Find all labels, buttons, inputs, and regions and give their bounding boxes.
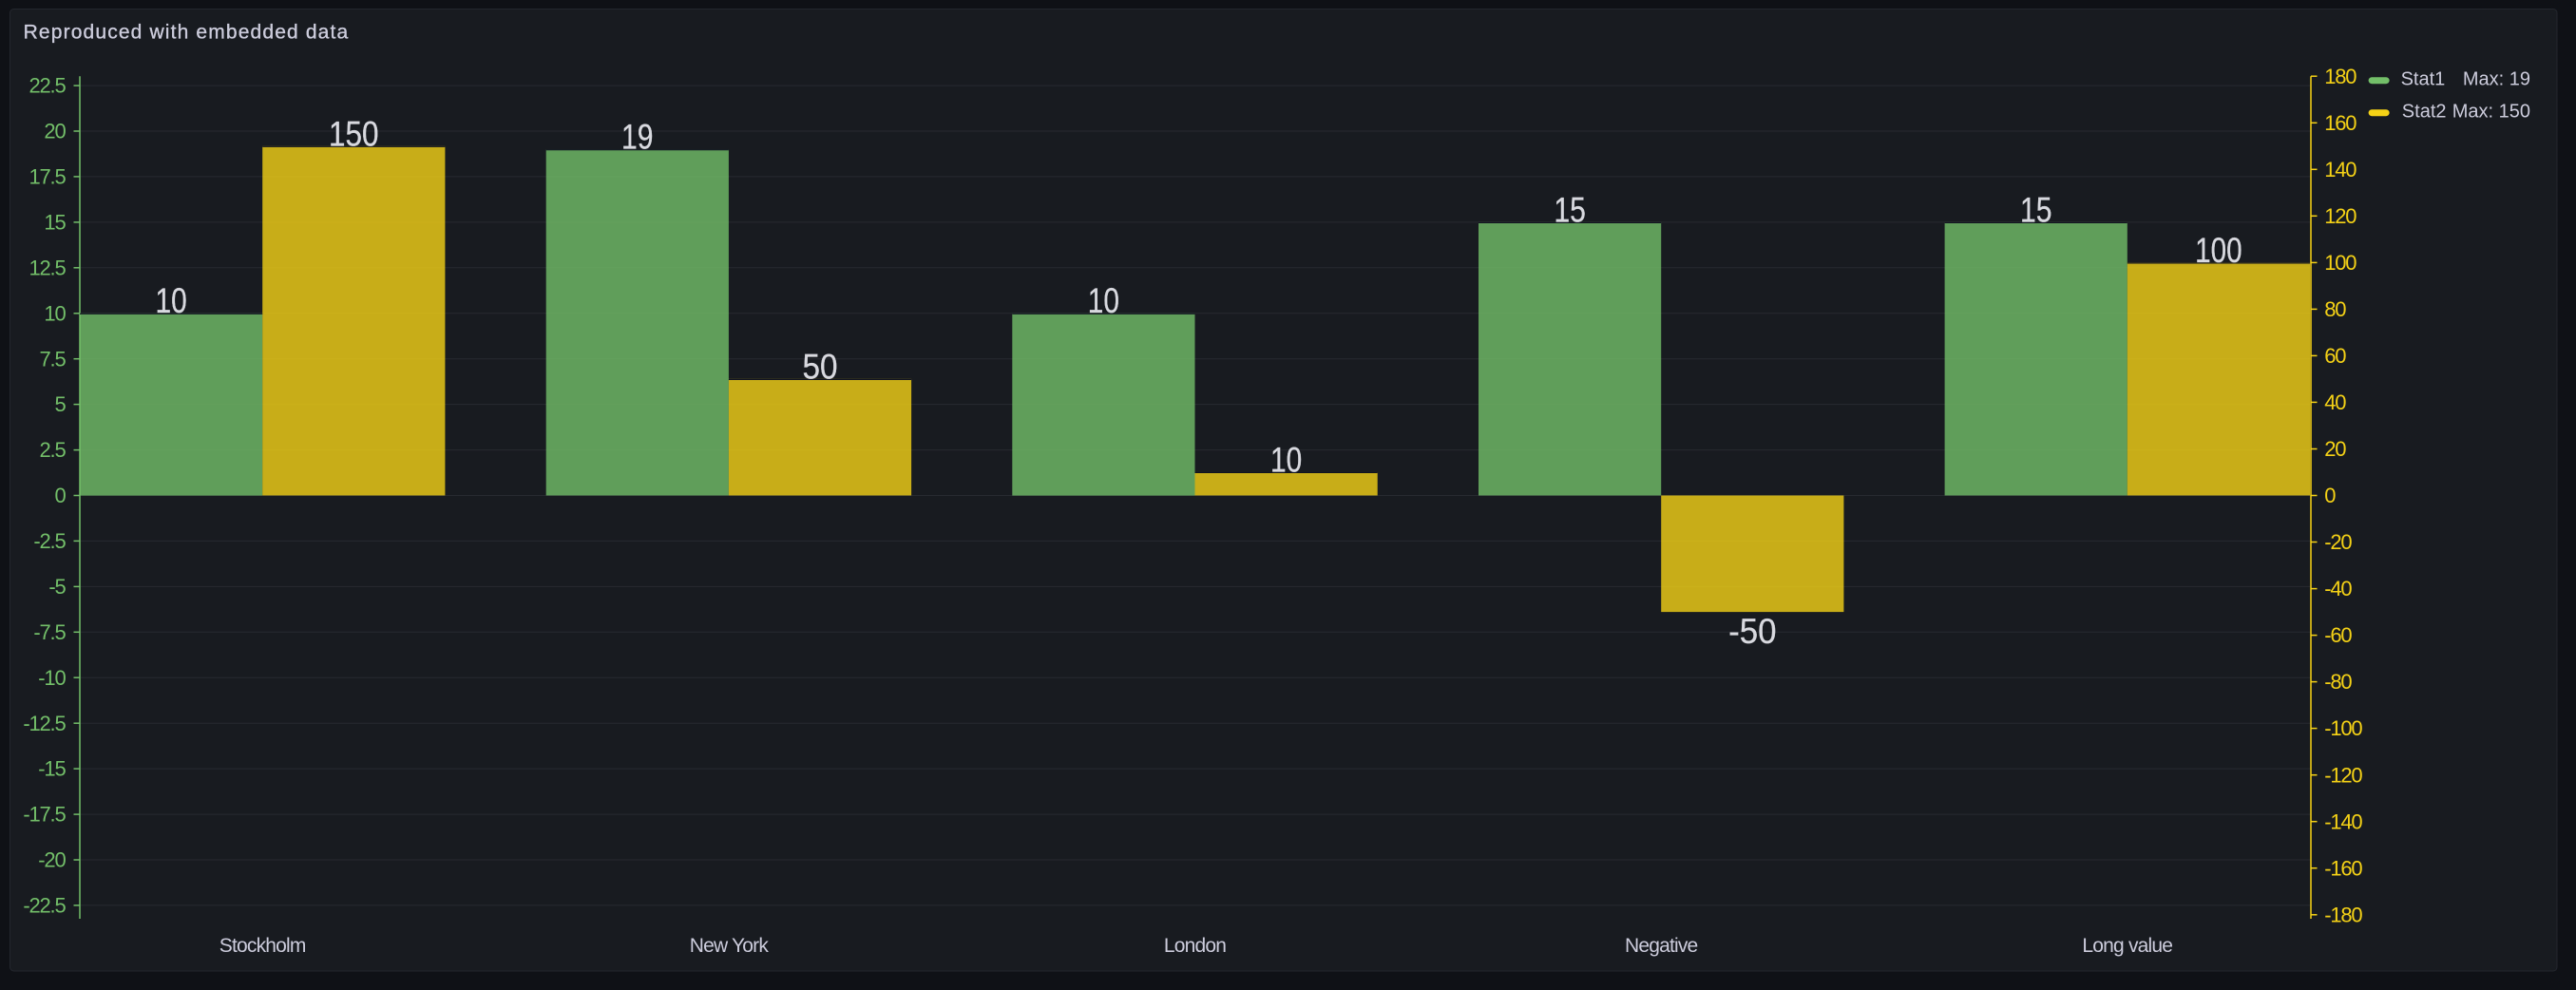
- svg-text:-17.5: -17.5: [23, 803, 66, 827]
- svg-text:-80: -80: [2324, 670, 2352, 694]
- svg-text:100: 100: [2324, 251, 2357, 275]
- svg-text:10: 10: [156, 281, 187, 320]
- svg-text:Max: 19: Max: 19: [2463, 69, 2530, 90]
- svg-text:-15: -15: [38, 757, 66, 781]
- svg-text:New York: New York: [690, 935, 770, 957]
- svg-text:-12.5: -12.5: [23, 712, 66, 735]
- svg-text:19: 19: [621, 118, 654, 157]
- svg-text:Stat2: Stat2: [2402, 102, 2447, 123]
- svg-text:50: 50: [803, 347, 838, 386]
- svg-text:Long value: Long value: [2082, 935, 2172, 957]
- svg-text:15: 15: [44, 211, 66, 235]
- svg-text:-120: -120: [2324, 763, 2362, 787]
- svg-text:-22.5: -22.5: [23, 894, 66, 918]
- svg-text:-10: -10: [38, 666, 66, 690]
- svg-text:80: 80: [2324, 297, 2346, 321]
- svg-text:15: 15: [2020, 190, 2052, 229]
- svg-text:10: 10: [44, 301, 66, 325]
- svg-text:160: 160: [2324, 111, 2357, 135]
- svg-text:20: 20: [2324, 437, 2346, 461]
- svg-text:60: 60: [2324, 344, 2346, 368]
- svg-text:-5: -5: [48, 575, 66, 599]
- svg-text:Max: 150: Max: 150: [2452, 102, 2530, 123]
- svg-text:10: 10: [1088, 281, 1119, 320]
- svg-text:-100: -100: [2324, 716, 2362, 740]
- svg-text:-20: -20: [38, 848, 66, 872]
- svg-text:-2.5: -2.5: [33, 529, 66, 553]
- svg-text:-140: -140: [2324, 809, 2362, 833]
- svg-text:-7.5: -7.5: [33, 620, 66, 644]
- svg-text:20: 20: [44, 120, 66, 143]
- svg-text:140: 140: [2324, 158, 2357, 181]
- svg-text:0: 0: [54, 484, 66, 507]
- svg-text:40: 40: [2324, 390, 2346, 414]
- svg-text:15: 15: [1554, 190, 1586, 229]
- svg-text:5: 5: [54, 392, 66, 416]
- svg-text:0: 0: [2324, 484, 2336, 507]
- svg-text:Stockholm: Stockholm: [219, 935, 306, 957]
- svg-text:180: 180: [2324, 65, 2357, 88]
- svg-text:-60: -60: [2324, 623, 2352, 647]
- svg-text:-50: -50: [1728, 612, 1776, 651]
- svg-text:100: 100: [2195, 231, 2242, 270]
- svg-text:-160: -160: [2324, 856, 2362, 880]
- svg-text:London: London: [1164, 935, 1226, 957]
- svg-text:22.5: 22.5: [29, 74, 66, 98]
- svg-text:Stat1: Stat1: [2401, 69, 2446, 90]
- svg-text:-180: -180: [2324, 903, 2362, 926]
- svg-text:Negative: Negative: [1625, 935, 1698, 957]
- svg-text:150: 150: [329, 114, 379, 153]
- svg-text:7.5: 7.5: [40, 347, 67, 371]
- svg-text:-40: -40: [2324, 577, 2352, 600]
- svg-text:-20: -20: [2324, 530, 2352, 554]
- svg-text:2.5: 2.5: [40, 438, 67, 462]
- svg-text:10: 10: [1270, 441, 1302, 480]
- svg-text:17.5: 17.5: [29, 165, 66, 189]
- svg-text:12.5: 12.5: [29, 256, 66, 279]
- svg-text:Reproduced with embedded data: Reproduced with embedded data: [24, 22, 350, 44]
- svg-text:120: 120: [2324, 204, 2357, 228]
